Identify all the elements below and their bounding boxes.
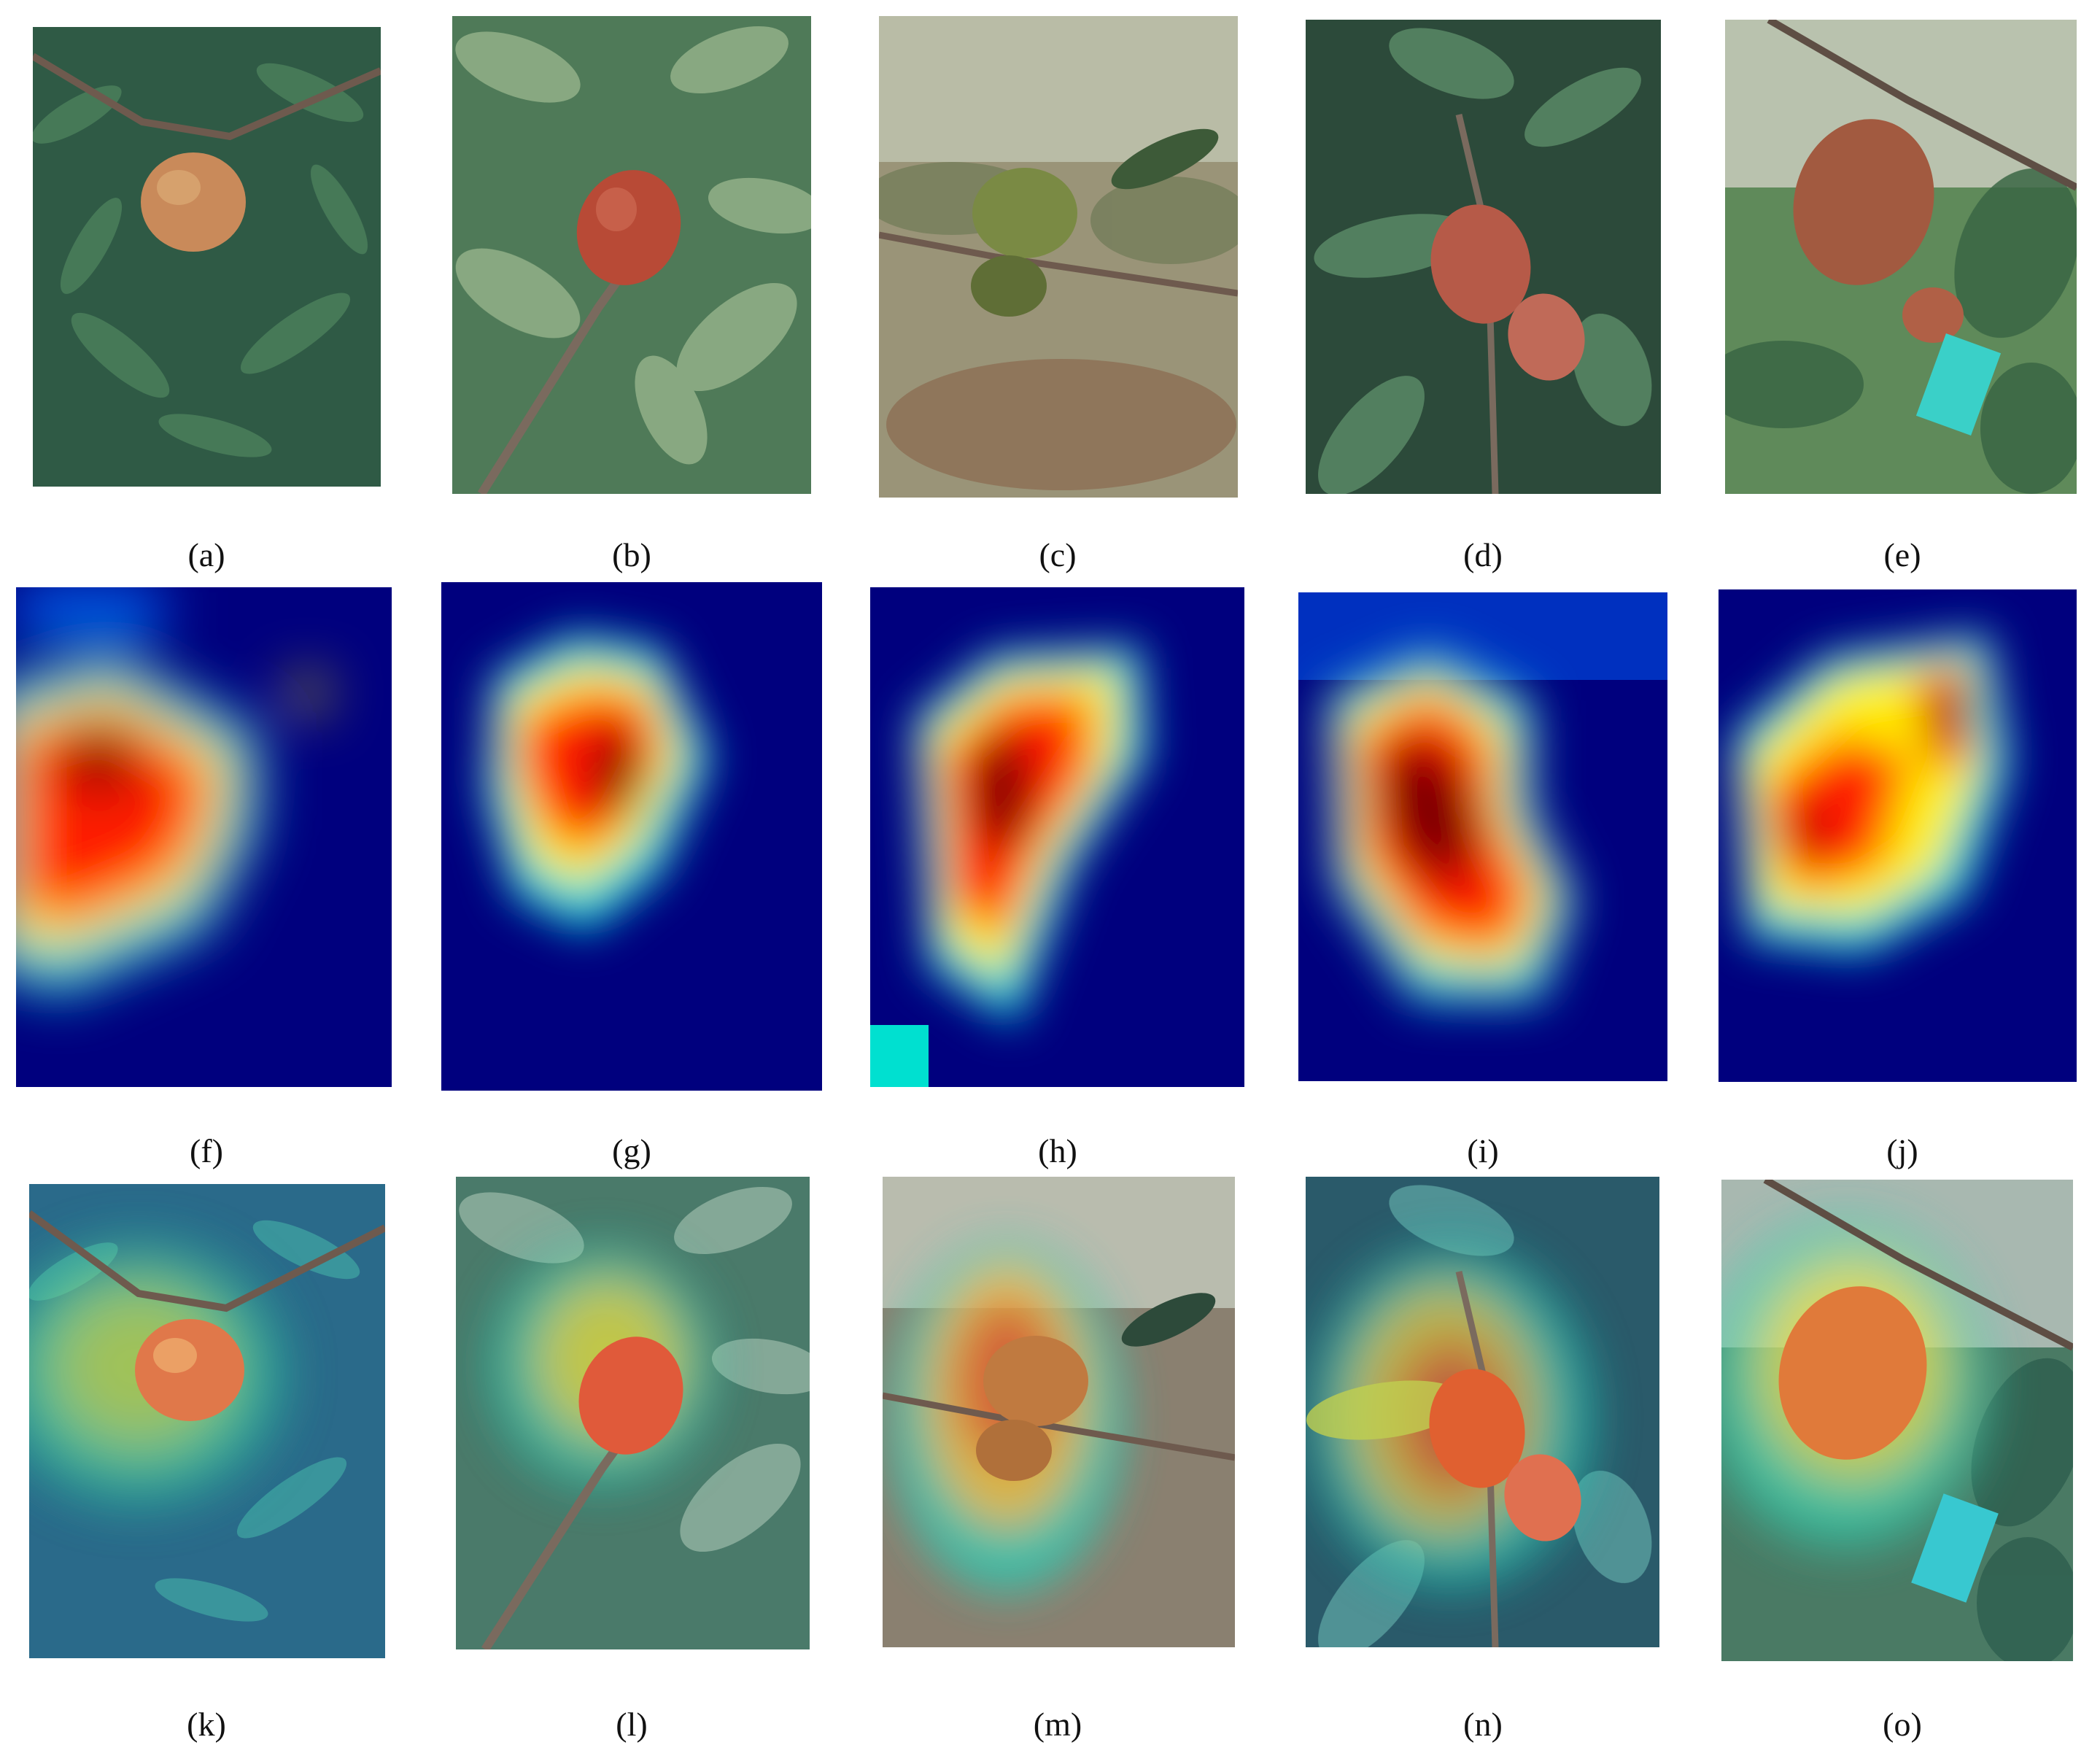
caption-b: (b) <box>612 536 651 573</box>
caption-g: (g) <box>612 1132 651 1169</box>
caption-i: (i) <box>1467 1132 1499 1169</box>
photo-b <box>452 16 811 494</box>
caption-e: (e) <box>1883 536 1921 573</box>
caption-c: (c) <box>1039 536 1077 573</box>
overlay-n <box>1306 1177 1659 1647</box>
caption-l: (l) <box>616 1706 648 1743</box>
caption-d: (d) <box>1463 536 1503 573</box>
overlay-l <box>456 1177 810 1649</box>
heatmap-j <box>1719 589 2077 1082</box>
caption-a: (a) <box>187 536 225 573</box>
caption-j: (j) <box>1886 1132 1918 1169</box>
overlay-m <box>883 1177 1235 1647</box>
heatmap-g <box>441 582 822 1091</box>
caption-n: (n) <box>1463 1706 1503 1743</box>
heatmap-i <box>1298 592 1667 1081</box>
overlay-o <box>1721 1180 2073 1661</box>
photo-d <box>1306 20 1661 494</box>
caption-m: (m) <box>1033 1706 1082 1743</box>
photo-a <box>33 27 381 487</box>
heatmap-h <box>870 587 1244 1087</box>
caption-f: (f) <box>190 1132 223 1169</box>
caption-k: (k) <box>187 1706 226 1743</box>
photo-e <box>1725 20 2077 494</box>
heatmap-f <box>16 587 392 1087</box>
caption-o: (o) <box>1883 1706 1922 1743</box>
overlay-k <box>29 1184 385 1658</box>
caption-h: (h) <box>1038 1132 1077 1169</box>
photo-c <box>879 16 1238 498</box>
